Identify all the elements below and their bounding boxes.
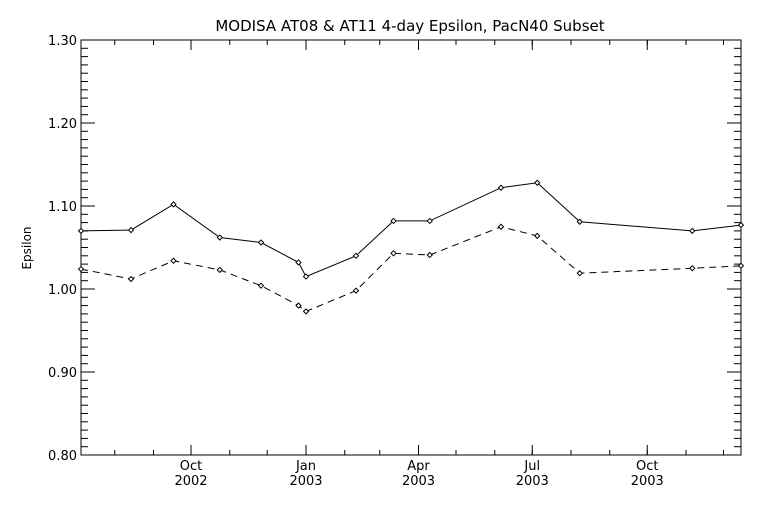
data-point bbox=[77, 227, 85, 235]
series-line-solid bbox=[80, 182, 742, 278]
data-point bbox=[170, 201, 177, 208]
y-tick-label: 1.20 bbox=[48, 117, 77, 132]
x-tick-label-year: 2003 bbox=[631, 474, 664, 489]
chart-title: MODISA AT08 & AT11 4-day Epsilon, PacN40… bbox=[215, 17, 604, 35]
data-point bbox=[127, 275, 135, 283]
data-point bbox=[737, 221, 745, 229]
data-point bbox=[216, 266, 223, 274]
data-point bbox=[127, 226, 135, 234]
data-point bbox=[737, 262, 745, 269]
y-tick-label: 1.10 bbox=[48, 200, 77, 215]
data-point bbox=[257, 282, 265, 289]
series-layer bbox=[77, 179, 745, 315]
data-point bbox=[77, 265, 85, 273]
y-axis-label: Epsilon bbox=[20, 226, 34, 269]
data-point bbox=[497, 184, 505, 191]
y-tick-label: 0.90 bbox=[48, 366, 77, 381]
x-tick-label-year: 2002 bbox=[174, 474, 207, 489]
x-tick-label-month: Oct bbox=[636, 459, 658, 474]
data-point bbox=[295, 259, 302, 266]
y-tick-label: 0.80 bbox=[48, 449, 77, 464]
data-point bbox=[497, 223, 505, 230]
data-point bbox=[302, 308, 310, 315]
data-point bbox=[257, 239, 265, 246]
axis-ticks bbox=[81, 39, 741, 456]
data-point bbox=[352, 287, 360, 294]
y-tick-label: 1.30 bbox=[48, 34, 77, 49]
data-point bbox=[576, 218, 583, 225]
x-tick-label-month: Apr bbox=[407, 459, 430, 474]
x-tick-label-month: Jul bbox=[523, 459, 540, 474]
data-point bbox=[576, 270, 583, 277]
data-point bbox=[426, 217, 433, 225]
x-tick-label-month: Jan bbox=[295, 459, 316, 474]
data-point bbox=[352, 252, 360, 260]
data-point bbox=[426, 251, 433, 259]
data-point bbox=[534, 232, 541, 240]
data-point bbox=[390, 217, 397, 225]
x-tick-label-month: Oct bbox=[180, 459, 202, 474]
data-point bbox=[390, 250, 397, 257]
x-tick-label-year: 2003 bbox=[516, 474, 549, 489]
data-point bbox=[689, 227, 696, 235]
data-point bbox=[534, 179, 541, 186]
tick-labels: 0.800.901.001.101.201.30Oct2002Jan2003Ap… bbox=[48, 34, 664, 489]
series-line-dashed bbox=[80, 226, 742, 312]
data-point bbox=[295, 302, 302, 309]
data-point bbox=[170, 257, 177, 264]
plot-frame bbox=[80, 39, 742, 456]
x-tick-label-year: 2003 bbox=[402, 474, 435, 489]
y-tick-label: 1.00 bbox=[48, 283, 77, 298]
x-tick-label-year: 2003 bbox=[289, 474, 322, 489]
data-point bbox=[216, 234, 223, 241]
data-point bbox=[689, 265, 696, 272]
data-point bbox=[302, 273, 310, 280]
